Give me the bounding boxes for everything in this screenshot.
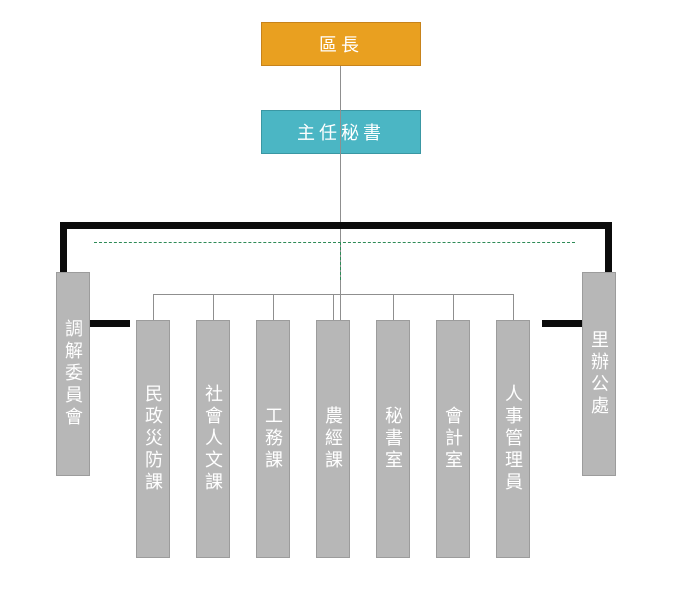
dept-node-label: 農經課 — [320, 406, 346, 472]
dept-node-label: 社會人文課 — [200, 384, 226, 494]
connector-dept-drop — [513, 294, 514, 320]
side-node-right: 里辦公處 — [582, 272, 616, 476]
dept-node: 人事管理員 — [496, 320, 530, 558]
connector-dashed-h — [94, 242, 575, 243]
node-secretary: 主任秘書 — [261, 110, 421, 154]
connector-heavy-h — [60, 222, 612, 229]
connector-main-vertical — [340, 66, 341, 320]
dept-node: 民政災防課 — [136, 320, 170, 558]
connector-dept-drop — [333, 294, 334, 320]
node-chief-label: 區長 — [319, 31, 363, 57]
dept-node-label: 民政災防課 — [140, 384, 166, 494]
dept-node: 工務課 — [256, 320, 290, 558]
node-secretary-label: 主任秘書 — [297, 119, 385, 145]
node-chief: 區長 — [261, 22, 421, 66]
connector-dept-drop — [153, 294, 154, 320]
dept-node-label: 人事管理員 — [500, 384, 526, 494]
side-node-left: 調解委員會 — [56, 272, 90, 476]
connector-dept-drop — [273, 294, 274, 320]
connector-stub-right — [542, 320, 582, 327]
dept-node-label: 會計室 — [440, 406, 466, 472]
connector-stub-left — [90, 320, 130, 327]
dept-node-label: 秘書室 — [380, 406, 406, 472]
dept-node: 秘書室 — [376, 320, 410, 558]
side-node-right-label: 里辦公處 — [586, 330, 612, 418]
side-node-left-label: 調解委員會 — [60, 319, 86, 429]
connector-dashed-v — [340, 242, 341, 280]
connector-dept-drop — [453, 294, 454, 320]
dept-node: 會計室 — [436, 320, 470, 558]
connector-dept-drop — [213, 294, 214, 320]
org-chart: 區長主任秘書調解委員會 里辦公處民政災防課 社會人文課 工務課 農經課 秘書室 會計室 人事管… — [0, 0, 683, 606]
connector-dept-drop — [393, 294, 394, 320]
dept-node: 社會人文課 — [196, 320, 230, 558]
dept-node: 農經課 — [316, 320, 350, 558]
connector-heavy-drop-left — [60, 229, 67, 272]
dept-node-label: 工務課 — [260, 406, 286, 472]
connector-heavy-drop-right — [605, 229, 612, 272]
